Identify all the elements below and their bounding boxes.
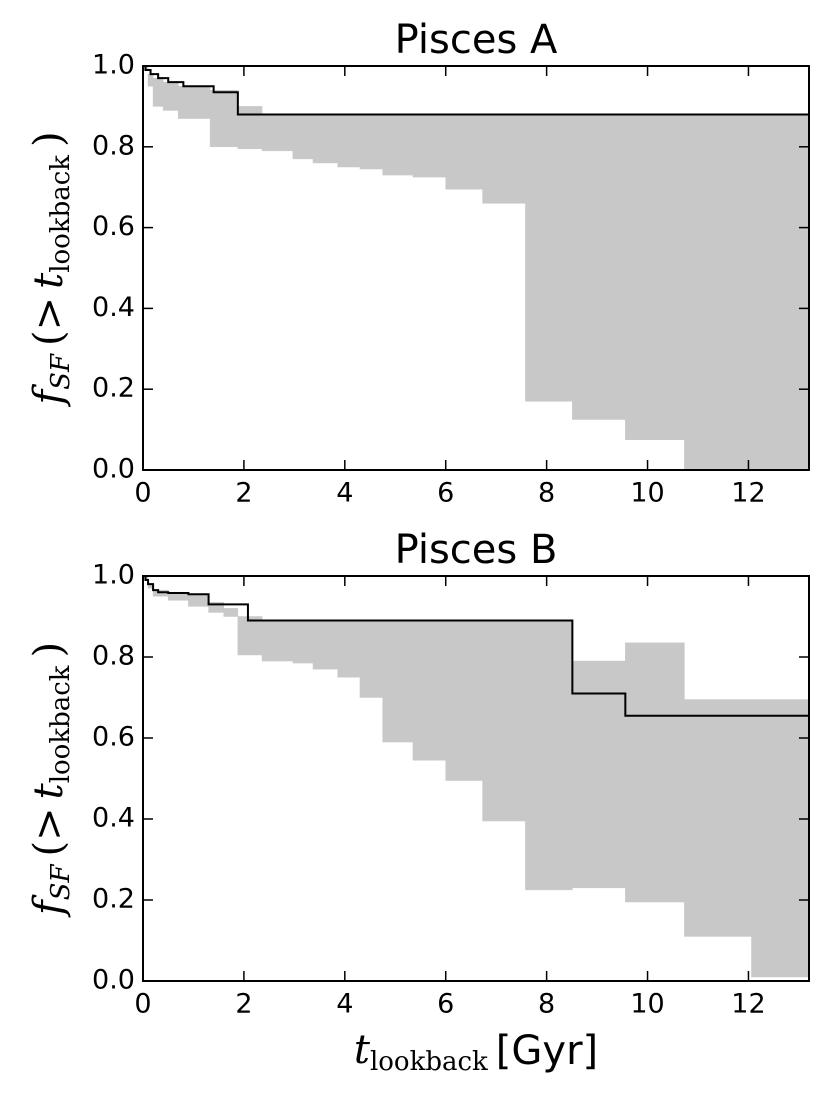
band-step [178, 85, 211, 119]
y-tick-label: 0.8 [92, 130, 135, 161]
y-axis-label-part: lookback [46, 665, 76, 783]
x-tick-label: 0 [134, 478, 151, 509]
x-tick-label: 8 [538, 478, 555, 509]
x-axis-label-part: t [354, 1027, 371, 1073]
x-tick-label: 8 [538, 989, 555, 1020]
panel: Pisces A0 2 4 6 8 10 120.00.20.40.60.81.0fSF(>… [26, 17, 810, 509]
y-tick-label: 0.0 [92, 454, 135, 485]
chart-title: Pisces A [395, 17, 558, 63]
y-tick-label: 0.0 [92, 965, 135, 996]
band-step [412, 620, 446, 761]
x-tick-label: 12 [731, 478, 765, 509]
x-tick-label: 6 [437, 478, 454, 509]
x-tick-label: 2 [235, 478, 252, 509]
y-axis-label-part: (> [26, 297, 72, 346]
band-step [337, 114, 361, 168]
band-step [359, 114, 383, 170]
y-axis-label: fSF(>tlookback) [26, 131, 76, 407]
panel: Pisces B0 2 4 6 8 10 120.00.20.40.60.81.0fSF(>… [26, 527, 810, 1077]
y-axis-label-part: t [26, 782, 72, 799]
band-step [525, 620, 573, 891]
x-axis-label: tlookback [Gyr] [354, 1027, 598, 1077]
band-step [162, 81, 179, 111]
y-tick-label: 0.4 [92, 803, 135, 834]
chart-title: Pisces B [395, 527, 558, 573]
x-tick-label: 0 [134, 989, 151, 1020]
y-axis-label-part: (> [26, 807, 72, 856]
band-step [684, 699, 752, 937]
band-step [359, 620, 383, 698]
y-tick-label: 0.6 [92, 722, 135, 753]
step-line [143, 576, 809, 717]
y-axis-label-part: lookback [46, 155, 76, 273]
plot-area [143, 576, 809, 978]
y-tick-label: 0.6 [92, 211, 135, 242]
y-axis-label-part: SF [46, 353, 76, 390]
band-step [237, 616, 263, 656]
x-tick-label: 4 [336, 478, 353, 509]
x-tick-label: 2 [235, 989, 252, 1020]
band-step [237, 106, 263, 150]
band-step [209, 89, 239, 148]
band-step [261, 114, 294, 152]
band-step [482, 114, 526, 204]
band-step [625, 642, 685, 903]
y-tick-label: 1.0 [92, 560, 135, 591]
y-axis-label-part: t [26, 272, 72, 289]
y-tick-label: 1.0 [92, 50, 135, 81]
band-step [312, 114, 339, 164]
band-step [292, 620, 314, 664]
band-step [152, 77, 164, 107]
band-step [445, 620, 483, 781]
y-tick-label: 0.8 [92, 641, 135, 672]
step-line [143, 66, 809, 116]
axes-frame [142, 65, 810, 471]
band-step [147, 73, 154, 87]
band-step [684, 114, 809, 470]
band-step [525, 114, 573, 402]
plot-area [143, 66, 809, 470]
band-step [382, 114, 414, 176]
y-axis-label: fSF(>tlookback) [26, 642, 76, 918]
x-tick-label: 10 [630, 478, 664, 509]
band-step [208, 602, 224, 613]
band-step [482, 620, 526, 822]
x-tick-label: 6 [437, 989, 454, 1020]
band-step [572, 660, 626, 889]
y-axis-label-part: SF [46, 864, 76, 901]
y-tick-label: 0.2 [92, 884, 135, 915]
band-step [572, 114, 626, 420]
y-tick-label: 0.2 [92, 373, 135, 404]
y-axis-label-part: ) [26, 642, 72, 658]
band-step [261, 620, 294, 662]
band-step [412, 114, 446, 178]
band-step [312, 620, 339, 670]
x-tick-label: 10 [630, 989, 664, 1020]
y-tick-label: 0.4 [92, 292, 135, 323]
band-step [382, 620, 414, 743]
band-step [292, 114, 314, 160]
band-step [223, 608, 239, 617]
x-tick-label: 12 [731, 989, 765, 1020]
band-step [188, 593, 209, 607]
axes-frame [142, 575, 810, 982]
band-step [337, 620, 361, 678]
y-axis-label-part: ) [26, 131, 72, 147]
band-step [625, 114, 685, 440]
band-step [751, 699, 809, 978]
x-axis-label-part: lookback [370, 1047, 488, 1077]
x-tick-label: 4 [336, 989, 353, 1020]
x-axis-label-part: [Gyr] [496, 1028, 598, 1074]
band-step [445, 114, 483, 190]
